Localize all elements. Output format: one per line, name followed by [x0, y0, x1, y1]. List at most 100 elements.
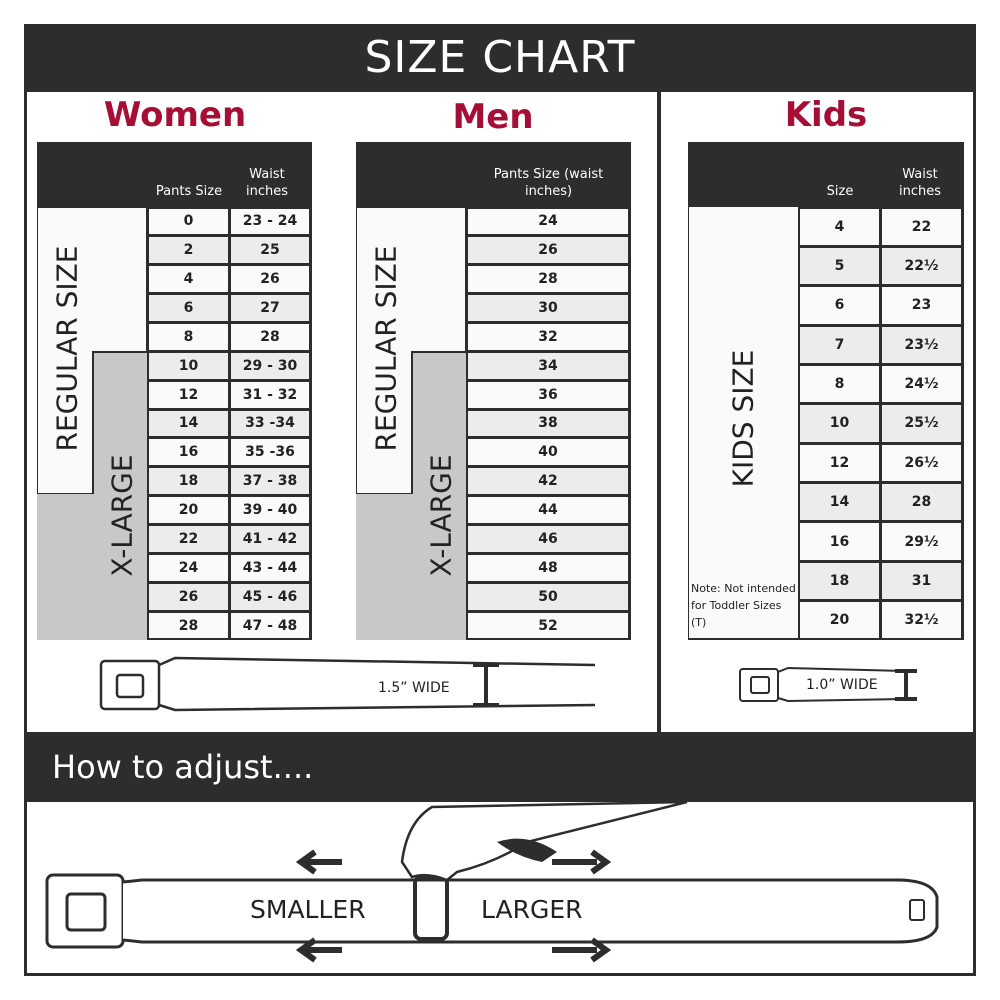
waist-header: Waist inches: [898, 167, 941, 199]
adjust-illustration: [45, 802, 939, 963]
waist-header: Waist inches: [245, 167, 288, 199]
kids-heading: Kids: [784, 95, 868, 135]
men-table-header: Pants Size (waist inches): [356, 142, 631, 206]
pants-size-cell: 34: [468, 352, 628, 379]
kids-size-table: Size Waist inches KIDS SIZE Note: Not in…: [688, 142, 964, 640]
waist-cell: 29½: [882, 523, 961, 560]
belt-illustration-large: [99, 656, 596, 712]
waist-cell: 43 - 44: [231, 554, 309, 581]
waist-cell: 23: [882, 287, 961, 324]
waist-cell: 45 - 46: [231, 583, 309, 610]
pants-size-cell: 14: [149, 410, 228, 437]
pants-size-cell: 20: [149, 497, 228, 524]
pants-size-cell: 24: [149, 554, 228, 581]
xlarge-region: [411, 351, 466, 494]
pants-size-cell: 2: [149, 237, 228, 264]
pants-size-cell: 38: [468, 410, 628, 437]
size-cell: 7: [800, 326, 879, 363]
pants-size-cell: 46: [468, 526, 628, 552]
pants-size-cell: 24: [468, 208, 628, 235]
waist-cell: 25½: [882, 405, 961, 442]
regular-size-label: REGULAR SIZE: [50, 245, 84, 452]
pants-size-cell: 28: [468, 266, 628, 293]
size-cell: 14: [800, 484, 879, 521]
waist-cell: 23½: [882, 326, 961, 363]
men-size-table: Pants Size (waist inches) REGULAR SIZE X…: [356, 142, 631, 640]
smaller-label: SMALLER: [250, 895, 366, 924]
size-cell: 16: [800, 523, 879, 560]
kids-size-label: KIDS SIZE: [726, 349, 760, 488]
waist-cell: 26: [231, 266, 309, 293]
pants-size-header: Pants Size (waist inches): [493, 167, 604, 199]
pants-size-cell: 0: [149, 208, 228, 235]
waist-cell: 22½: [882, 247, 961, 285]
pants-size-cell: 36: [468, 381, 628, 408]
size-cell: 18: [800, 562, 879, 600]
pants-size-cell: 22: [149, 526, 228, 552]
waist-cell: 24½: [882, 365, 961, 403]
pants-size-cell: 8: [149, 323, 228, 350]
adjust-heading: How to adjust....: [24, 732, 976, 802]
women-size-table: Pants Size Waist inches REGULAR SIZE X-L…: [37, 142, 312, 640]
waist-cell: 41 - 42: [231, 526, 309, 552]
kids-table-header: Size Waist inches: [688, 142, 964, 206]
arrow-left-icon: [295, 937, 342, 963]
size-cell: 12: [800, 444, 879, 482]
waist-cell: 31: [882, 562, 961, 600]
pants-size-cell: 42: [468, 468, 628, 495]
waist-cell: 23 - 24: [231, 208, 309, 235]
size-cell: 20: [800, 602, 879, 639]
waist-cell: 25: [231, 237, 309, 264]
waist-cell: 28: [882, 484, 961, 521]
pants-size-cell: 44: [468, 497, 628, 524]
pants-size-cell: 26: [468, 237, 628, 264]
waist-cell: 28: [231, 323, 309, 350]
pants-size-cell: 30: [468, 295, 628, 321]
women-table-header: Pants Size Waist inches: [37, 142, 312, 206]
waist-cell: 32½: [882, 602, 961, 639]
waist-cell: 26½: [882, 444, 961, 482]
pants-size-cell: 28: [149, 612, 228, 639]
pants-size-header: Pants Size: [155, 184, 223, 199]
belt-illustration-small: [739, 666, 917, 703]
waist-cell: 22: [882, 208, 961, 245]
pants-size-cell: 32: [468, 323, 628, 350]
pants-size-cell: 16: [149, 439, 228, 466]
pants-size-cell: 26: [149, 583, 228, 610]
belt-width-small: 1.0” WIDE: [806, 677, 878, 693]
size-cell: 5: [800, 247, 879, 285]
pants-size-cell: 50: [468, 583, 628, 610]
waist-cell: 35 -36: [231, 439, 309, 466]
size-cell: 10: [800, 405, 879, 442]
arrow-right-icon: [552, 937, 612, 963]
arrow-right-icon: [552, 849, 612, 875]
pants-size-cell: 52: [468, 612, 628, 639]
size-cell: 8: [800, 365, 879, 403]
toddler-note: Note: Not intended for Toddler Sizes (T): [691, 582, 796, 629]
page-title: SIZE CHART: [24, 24, 976, 92]
pants-size-cell: 4: [149, 266, 228, 293]
pants-size-cell: 18: [149, 468, 228, 495]
pants-size-cell: 12: [149, 381, 228, 408]
belt-width-large: 1.5” WIDE: [378, 680, 450, 696]
size-header: Size: [826, 184, 854, 199]
waist-cell: 47 - 48: [231, 612, 309, 639]
pants-size-cell: 48: [468, 554, 628, 581]
women-heading: Women: [103, 95, 247, 135]
larger-label: LARGER: [481, 895, 583, 924]
men-heading: Men: [452, 97, 534, 137]
pants-size-cell: 10: [149, 352, 228, 379]
size-cell: 4: [800, 208, 879, 245]
waist-cell: 27: [231, 295, 309, 321]
kids-region: [689, 207, 798, 638]
xlarge-label: X-LARGE: [105, 454, 139, 577]
pants-size-cell: 40: [468, 439, 628, 466]
waist-cell: 39 - 40: [231, 497, 309, 524]
waist-cell: 29 - 30: [231, 352, 309, 379]
pants-size-cell: 6: [149, 295, 228, 321]
waist-cell: 37 - 38: [231, 468, 309, 495]
arrow-left-icon: [295, 849, 342, 875]
waist-cell: 31 - 32: [231, 381, 309, 408]
xlarge-label: X-LARGE: [424, 454, 458, 577]
size-cell: 6: [800, 287, 879, 324]
